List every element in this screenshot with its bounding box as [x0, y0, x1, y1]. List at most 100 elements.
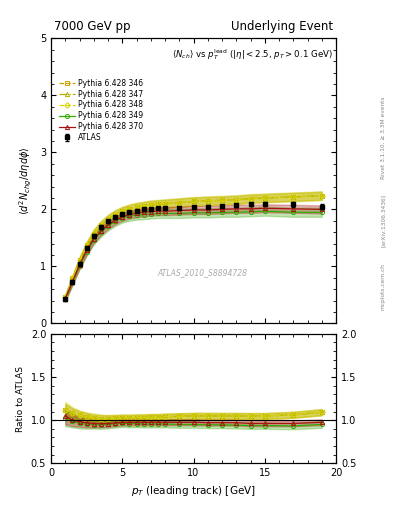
Pythia 6.428 349: [77, 263, 82, 269]
Line: Pythia 6.428 347: Pythia 6.428 347: [63, 194, 324, 298]
Pythia 6.428 349: [163, 210, 167, 217]
Pythia 6.428 347: [70, 275, 75, 282]
Text: ATLAS_2010_S8894728: ATLAS_2010_S8894728: [157, 268, 247, 276]
Pythia 6.428 348: [127, 206, 132, 212]
Line: Pythia 6.428 348: Pythia 6.428 348: [63, 194, 324, 298]
Pythia 6.428 348: [220, 197, 224, 203]
Pythia 6.428 347: [113, 211, 118, 218]
Pythia 6.428 347: [220, 197, 224, 203]
Pythia 6.428 370: [177, 207, 182, 214]
Pythia 6.428 349: [177, 210, 182, 217]
Pythia 6.428 346: [156, 201, 160, 207]
Pythia 6.428 348: [156, 201, 160, 207]
Pythia 6.428 349: [206, 210, 210, 216]
Pythia 6.428 370: [291, 206, 296, 212]
Pythia 6.428 348: [234, 197, 239, 203]
Pythia 6.428 370: [149, 208, 153, 215]
Pythia 6.428 370: [99, 228, 103, 234]
Text: Rivet 3.1.10, ≥ 3.3M events: Rivet 3.1.10, ≥ 3.3M events: [381, 97, 386, 180]
Pythia 6.428 348: [77, 257, 82, 263]
Pythia 6.428 349: [320, 209, 324, 216]
Pythia 6.428 370: [63, 295, 68, 302]
Pythia 6.428 370: [234, 206, 239, 212]
Pythia 6.428 346: [84, 242, 89, 248]
Pythia 6.428 346: [248, 196, 253, 202]
Pythia 6.428 370: [77, 262, 82, 268]
Pythia 6.428 347: [163, 201, 167, 207]
Y-axis label: Ratio to ATLAS: Ratio to ATLAS: [16, 366, 25, 432]
Pythia 6.428 349: [156, 210, 160, 217]
Pythia 6.428 370: [156, 208, 160, 214]
Pythia 6.428 370: [92, 236, 96, 242]
Pythia 6.428 346: [106, 216, 110, 222]
Pythia 6.428 348: [141, 203, 146, 209]
Pythia 6.428 349: [248, 208, 253, 215]
Pythia 6.428 349: [263, 208, 267, 214]
Pythia 6.428 349: [99, 229, 103, 236]
Pythia 6.428 347: [320, 193, 324, 199]
Pythia 6.428 347: [141, 203, 146, 209]
Pythia 6.428 349: [134, 212, 139, 218]
Pythia 6.428 349: [106, 223, 110, 229]
Pythia 6.428 348: [191, 198, 196, 204]
Pythia 6.428 370: [320, 206, 324, 212]
Pythia 6.428 348: [84, 242, 89, 248]
Text: Underlying Event: Underlying Event: [231, 19, 333, 33]
Line: Pythia 6.428 370: Pythia 6.428 370: [63, 206, 324, 301]
Pythia 6.428 348: [149, 202, 153, 208]
Pythia 6.428 349: [291, 209, 296, 216]
Pythia 6.428 347: [99, 222, 103, 228]
Pythia 6.428 370: [106, 222, 110, 228]
Pythia 6.428 370: [263, 205, 267, 211]
Pythia 6.428 348: [177, 200, 182, 206]
X-axis label: $p_T$ (leading track) [GeV]: $p_T$ (leading track) [GeV]: [131, 484, 256, 498]
Pythia 6.428 346: [177, 200, 182, 206]
Pythia 6.428 346: [63, 293, 68, 300]
Pythia 6.428 347: [92, 230, 96, 237]
Pythia 6.428 348: [206, 198, 210, 204]
Pythia 6.428 346: [113, 211, 118, 218]
Pythia 6.428 348: [70, 275, 75, 282]
Pythia 6.428 349: [127, 213, 132, 219]
Pythia 6.428 370: [127, 211, 132, 218]
Pythia 6.428 346: [149, 202, 153, 208]
Text: [arXiv:1306.3436]: [arXiv:1306.3436]: [381, 194, 386, 247]
Pythia 6.428 349: [92, 237, 96, 243]
Pythia 6.428 349: [141, 211, 146, 218]
Pythia 6.428 347: [106, 216, 110, 222]
Pythia 6.428 346: [141, 203, 146, 209]
Pythia 6.428 348: [320, 193, 324, 199]
Pythia 6.428 370: [191, 207, 196, 213]
Pythia 6.428 347: [127, 206, 132, 212]
Pythia 6.428 346: [163, 201, 167, 207]
Pythia 6.428 346: [206, 198, 210, 204]
Pythia 6.428 346: [92, 231, 96, 237]
Line: Pythia 6.428 349: Pythia 6.428 349: [63, 209, 324, 301]
Legend: Pythia 6.428 346, Pythia 6.428 347, Pythia 6.428 348, Pythia 6.428 349, Pythia 6: Pythia 6.428 346, Pythia 6.428 347, Pyth…: [58, 78, 143, 143]
Pythia 6.428 348: [92, 230, 96, 237]
Pythia 6.428 346: [99, 222, 103, 228]
Pythia 6.428 347: [120, 208, 125, 214]
Pythia 6.428 346: [127, 206, 132, 212]
Pythia 6.428 347: [248, 196, 253, 202]
Pythia 6.428 370: [84, 247, 89, 253]
Pythia 6.428 370: [220, 206, 224, 212]
Pythia 6.428 349: [149, 211, 153, 217]
Pythia 6.428 370: [206, 207, 210, 213]
Pythia 6.428 347: [156, 201, 160, 207]
Pythia 6.428 347: [191, 198, 196, 204]
Pythia 6.428 348: [163, 201, 167, 207]
Pythia 6.428 346: [234, 197, 239, 203]
Pythia 6.428 347: [77, 257, 82, 263]
Pythia 6.428 347: [134, 204, 139, 210]
Pythia 6.428 347: [177, 200, 182, 206]
Pythia 6.428 348: [99, 222, 103, 228]
Pythia 6.428 346: [320, 193, 324, 199]
Text: 7000 GeV pp: 7000 GeV pp: [54, 19, 130, 33]
Pythia 6.428 349: [84, 248, 89, 254]
Pythia 6.428 370: [141, 209, 146, 216]
Y-axis label: $\langle d^2 N_{chg}/d\eta d\phi \rangle$: $\langle d^2 N_{chg}/d\eta d\phi \rangle…: [18, 146, 35, 215]
Pythia 6.428 347: [149, 202, 153, 208]
Pythia 6.428 370: [248, 206, 253, 212]
Pythia 6.428 349: [113, 218, 118, 224]
